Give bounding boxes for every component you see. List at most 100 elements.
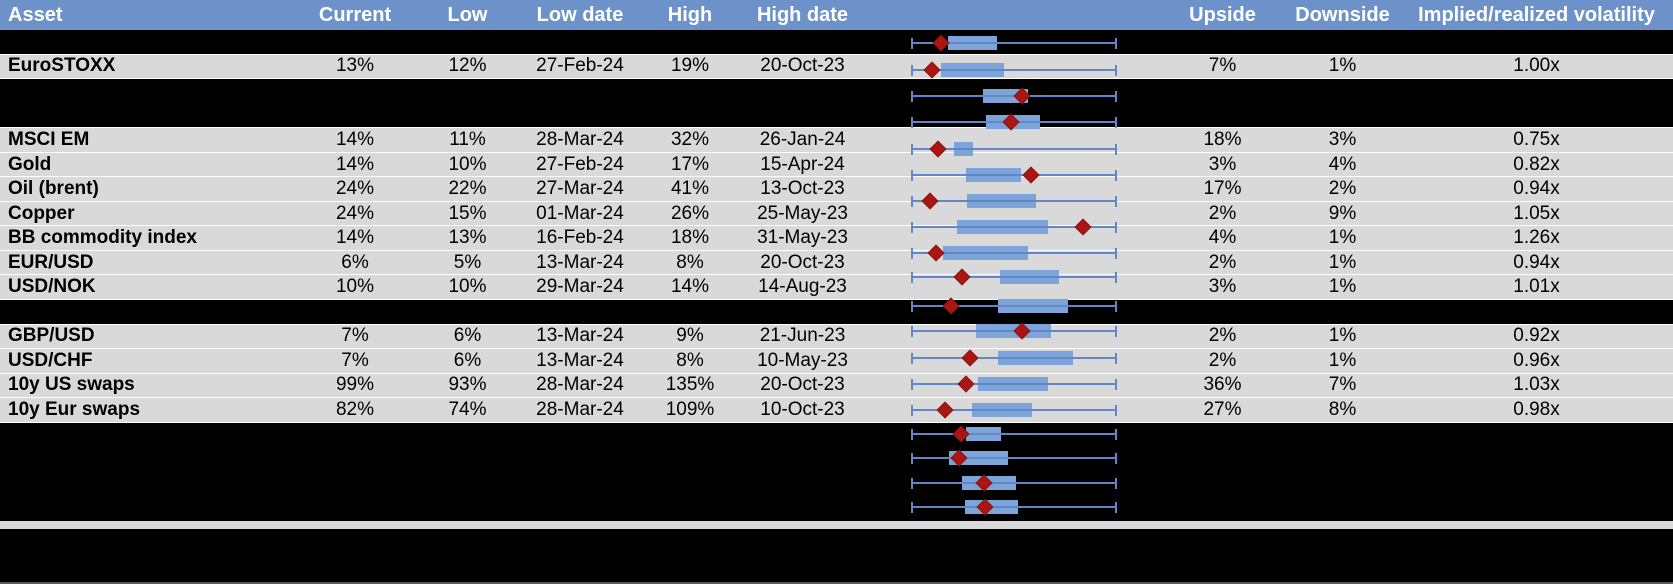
current-cell: 14%	[335, 128, 375, 150]
downside-cell: 2%	[1328, 178, 1357, 200]
downside-cell: 8%	[1328, 398, 1357, 420]
hidden-row	[0, 422, 1673, 448]
low-date-cell: 27-Feb-24	[536, 153, 624, 175]
high-cell: 26%	[670, 202, 710, 224]
downside-cell: 1%	[1328, 251, 1357, 273]
current-cell: 14%	[335, 153, 375, 175]
impl-real-cell: 0.94x	[1513, 251, 1560, 273]
high-cell: 14%	[670, 276, 710, 298]
downside-cell: 1%	[1328, 349, 1357, 371]
current-cell: 99%	[335, 374, 375, 396]
high-date-cell: 10-Oct-23	[760, 398, 845, 420]
impl-real-cell: 1.00x	[1513, 55, 1560, 77]
high-cell: 109%	[665, 398, 715, 420]
asset-name: USD/CHF	[8, 349, 93, 371]
upside-cell: 36%	[1203, 374, 1242, 396]
asset-name: EuroSTOXX	[8, 55, 116, 77]
footer-black-band	[0, 529, 1673, 584]
column-header-implied-realized-volatility: Implied/realized volatility	[1418, 3, 1655, 26]
low-cell: 6%	[453, 349, 482, 371]
low-date-cell: 13-Mar-24	[536, 349, 624, 371]
current-cell: 82%	[335, 398, 375, 420]
bottom-edge-line	[0, 582, 1673, 584]
upside-cell: 18%	[1203, 128, 1242, 150]
high-cell: 8%	[676, 349, 704, 371]
low-date-cell: 16-Feb-24	[536, 227, 624, 249]
low-cell: 10%	[448, 153, 487, 175]
upside-cell: 2%	[1208, 251, 1237, 273]
column-header-upside: Upside	[1189, 3, 1256, 26]
impl-real-cell: 0.96x	[1513, 349, 1560, 371]
asset-name: EUR/USD	[8, 251, 94, 273]
impl-real-cell: 1.05x	[1513, 202, 1560, 224]
upside-cell: 3%	[1208, 153, 1237, 175]
current-cell: 24%	[335, 178, 375, 200]
column-header-downside: Downside	[1295, 3, 1390, 26]
current-cell: 24%	[335, 202, 375, 224]
low-date-cell: 01-Mar-24	[536, 202, 624, 224]
downside-cell: 7%	[1328, 374, 1357, 396]
asset-name: Copper	[8, 202, 75, 224]
high-cell: 32%	[670, 128, 710, 150]
hidden-row	[0, 30, 1673, 55]
table-row: EUR/USD 6% 5% 13-Mar-24 8% 20-Oct-23 2% 1% 0.94x	[0, 250, 1673, 276]
table-header-row: Asset Current Low Low date High High dat…	[0, 0, 1673, 30]
hidden-row	[0, 496, 1673, 521]
low-cell: 13%	[448, 227, 487, 249]
table-row: MSCI EM 14% 11% 28-Mar-24 32% 26-Jan-24 18% 3% 0…	[0, 128, 1673, 153]
low-date-cell: 27-Mar-24	[536, 178, 624, 200]
current-cell: 13%	[335, 55, 375, 77]
table-row: GBP/USD 7% 6% 13-Mar-24 9% 21-Jun-23 2% 1% 0.92x	[0, 324, 1673, 350]
table-row: EuroSTOXX 13% 12% 27-Feb-24 19% 20-Oct-23 7% 1%…	[0, 54, 1673, 80]
downside-cell: 1%	[1328, 227, 1357, 249]
upside-cell: 3%	[1208, 276, 1237, 298]
high-date-cell: 26-Jan-24	[759, 128, 846, 150]
column-header-current: Current	[318, 3, 392, 26]
upside-cell: 4%	[1208, 227, 1237, 249]
impl-real-cell: 1.26x	[1513, 227, 1560, 249]
downside-cell: 9%	[1328, 202, 1357, 224]
downside-cell: 1%	[1328, 276, 1357, 298]
high-date-cell: 13-Oct-23	[760, 178, 845, 200]
current-cell: 7%	[341, 325, 369, 347]
table-row: Oil (brent) 24% 22% 27-Mar-24 41% 13-Oct-23 17…	[0, 177, 1673, 202]
table-row: BB commodity index 14% 13% 16-Feb-24 18% 31-M…	[0, 226, 1673, 251]
hidden-row	[0, 471, 1673, 497]
high-date-cell: 14-Aug-23	[758, 276, 847, 298]
asset-name: Gold	[8, 153, 52, 175]
low-cell: 10%	[448, 276, 487, 298]
hidden-row	[0, 79, 1673, 104]
table-body: EuroSTOXX 13% 12% 27-Feb-24 19% 20-Oct-23 7% 1%…	[0, 30, 1673, 521]
table-row: 10y Eur swaps 82% 74% 28-Mar-24 109% 10-Oct-2…	[0, 398, 1673, 423]
high-date-cell: 21-Jun-23	[759, 325, 846, 347]
current-cell: 6%	[341, 251, 369, 273]
low-date-cell: 28-Mar-24	[536, 374, 624, 396]
low-date-cell: 27-Feb-24	[536, 55, 624, 77]
downside-cell: 4%	[1328, 153, 1357, 175]
asset-name: BB commodity index	[8, 227, 197, 249]
low-cell: 5%	[453, 251, 482, 273]
low-cell: 6%	[453, 325, 482, 347]
high-date-cell: 20-Oct-23	[760, 251, 845, 273]
current-cell: 10%	[335, 276, 375, 298]
hidden-row	[0, 300, 1673, 325]
high-date-cell: 10-May-23	[757, 349, 848, 371]
low-date-cell: 29-Mar-24	[536, 276, 624, 298]
column-header-high: High	[667, 3, 713, 26]
impl-real-cell: 0.92x	[1513, 325, 1560, 347]
impl-real-cell: 0.98x	[1513, 398, 1560, 420]
table-row: Gold 14% 10% 27-Feb-24 17% 15-Apr-24 3% 4% 0.82x	[0, 152, 1673, 178]
table-row: Copper 24% 15% 01-Mar-24 26% 25-May-23 2% 9% 1.0…	[0, 201, 1673, 227]
low-cell: 22%	[448, 178, 487, 200]
low-cell: 93%	[448, 374, 487, 396]
upside-cell: 2%	[1208, 325, 1237, 347]
impl-real-cell: 0.82x	[1513, 153, 1560, 175]
downside-cell: 1%	[1328, 55, 1357, 77]
table-row: USD/NOK 10% 10% 29-Mar-24 14% 14-Aug-23 3% 1% 1.…	[0, 275, 1673, 301]
asset-name: GBP/USD	[8, 325, 95, 347]
upside-cell: 17%	[1203, 178, 1242, 200]
low-cell: 12%	[448, 55, 487, 77]
high-cell: 41%	[670, 178, 710, 200]
low-cell: 11%	[449, 128, 486, 150]
high-date-cell: 20-Oct-23	[760, 55, 845, 77]
